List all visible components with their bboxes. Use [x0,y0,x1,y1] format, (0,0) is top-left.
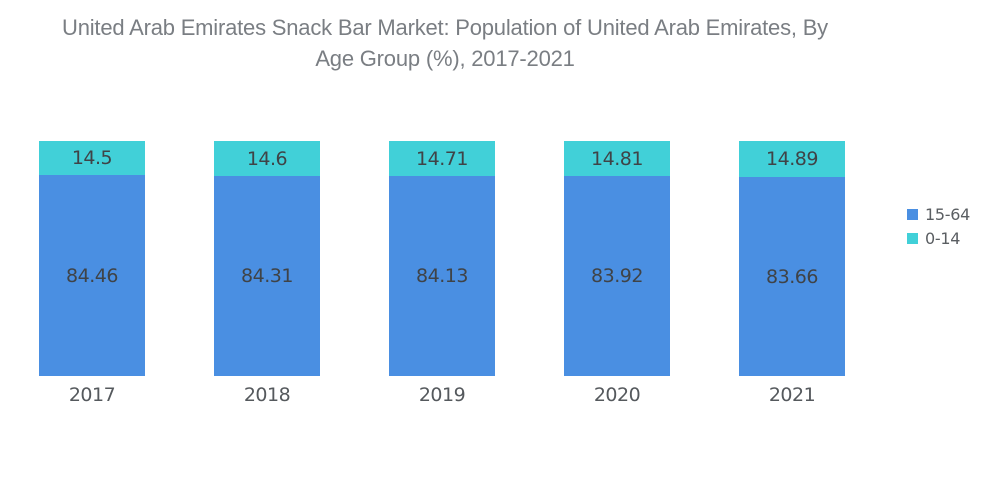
bar-value-label: 83.92 [591,265,643,287]
bar-segment-15-64-2018: 84.31 [214,176,320,376]
bar-value-label: 14.5 [71,147,113,169]
bar-value-label: 14.89 [766,148,818,170]
stacked-bar-2017: 14.5 84.46 [39,141,145,376]
bar-value-label: 84.31 [241,265,293,287]
legend-swatch-icon [907,232,918,244]
legend-item-0-14: 0-14 [907,228,970,248]
bar-value-label: 84.46 [66,264,118,287]
legend: 15-64 0-14 [907,204,970,248]
stacked-bar-2021: 14.89 83.66 [739,141,845,376]
legend-item-15-64: 15-64 [907,204,970,224]
chart-title-line1: United Arab Emirates Snack Bar Market: P… [62,15,828,40]
bar-segment-15-64-2017: 84.46 [39,175,145,376]
bar-segment-15-64-2019: 84.13 [389,176,495,376]
bar-segment-0-14-2021: 14.89 [739,141,845,177]
stacked-bar-2020: 14.81 83.92 [564,141,670,376]
stacked-bar-2018: 14.6 84.31 [214,141,320,376]
bar-value-label: 83.66 [766,265,818,288]
legend-label: 0-14 [925,228,961,248]
legend-label: 15-64 [925,204,970,224]
bar-value-label: 14.71 [416,147,468,170]
bar-segment-15-64-2021: 83.66 [739,177,845,376]
bar-segment-15-64-2020: 83.92 [564,176,670,376]
x-axis-label-2017: 2017 [68,384,116,406]
chart-title-line2: Age Group (%), 2017-2021 [315,46,575,71]
stacked-bar-2019: 14.71 84.13 [389,141,495,376]
x-axis-label-2018: 2018 [243,384,291,406]
bar-segment-0-14-2019: 14.71 [389,141,495,176]
x-axis-label-2021: 2021 [768,384,816,406]
bar-value-label: 14.81 [591,147,643,170]
bar-value-label: 84.13 [416,265,468,287]
bar-value-label: 14.6 [246,147,288,170]
x-axis-label-2020: 2020 [593,384,641,406]
chart-title: United Arab Emirates Snack Bar Market: P… [0,12,890,74]
legend-swatch-icon [907,208,918,220]
bar-segment-0-14-2017: 14.5 [39,141,145,175]
x-axis-label-2019: 2019 [418,384,466,406]
bar-segment-0-14-2018: 14.6 [214,141,320,176]
bar-segment-0-14-2020: 14.81 [564,141,670,176]
